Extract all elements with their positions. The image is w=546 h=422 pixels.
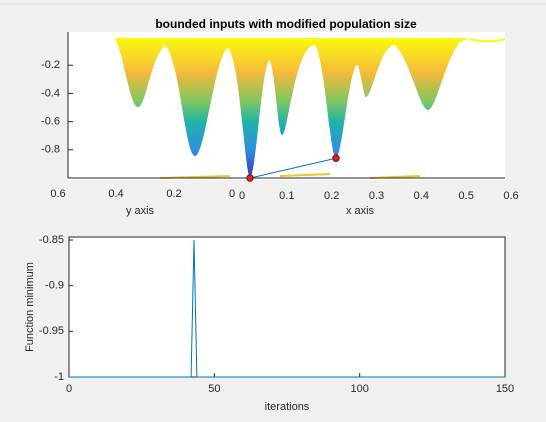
line — [69, 239, 505, 378]
y-axis-label: y axis — [126, 205, 155, 217]
x-tick-label: 0 — [66, 383, 72, 395]
x-tick-label: 50 — [208, 383, 220, 395]
x-tick-label: 150 — [496, 383, 514, 395]
z-tick-label: -0.6 — [41, 116, 60, 128]
z-tick-label: -0.2 — [41, 59, 60, 71]
y-tick-label: 0 — [229, 188, 235, 200]
x-tick-label: 0.2 — [324, 190, 339, 202]
z-tick-label: -0.4 — [41, 87, 60, 99]
x-tick-label: 0.6 — [503, 190, 518, 202]
surface-edge — [469, 38, 506, 43]
x-tick-label: 0.4 — [414, 190, 429, 202]
x-axis-label: iterations — [265, 401, 310, 413]
x-tick-label: 0.5 — [459, 190, 474, 202]
y-tick-label: 0.6 — [50, 188, 65, 200]
marker-link — [249, 157, 337, 179]
axes-2d — [68, 236, 506, 378]
x-axis-label: x axis — [346, 205, 375, 217]
y-tick-label: -0.95 — [39, 325, 64, 337]
x-tick-label: 100 — [350, 383, 368, 395]
chart-title: bounded inputs with modified population … — [155, 17, 417, 31]
y-axis-label: Function minimum — [24, 262, 36, 352]
x-tick-label: 0.3 — [369, 190, 384, 202]
marker — [332, 154, 340, 162]
y-tick-label: -0.9 — [45, 280, 64, 292]
y-tick-label: -1 — [54, 371, 64, 383]
y-tick-label: 0.4 — [108, 188, 123, 200]
z-tick-label: -0.8 — [41, 144, 60, 156]
y-tick-label: 0.2 — [166, 188, 181, 200]
y-tick-label: -0.85 — [39, 234, 64, 246]
x-tick-label: 0 — [239, 190, 245, 202]
marker — [246, 174, 254, 182]
x-tick-label: 0.1 — [279, 190, 294, 202]
surface — [80, 38, 470, 177]
